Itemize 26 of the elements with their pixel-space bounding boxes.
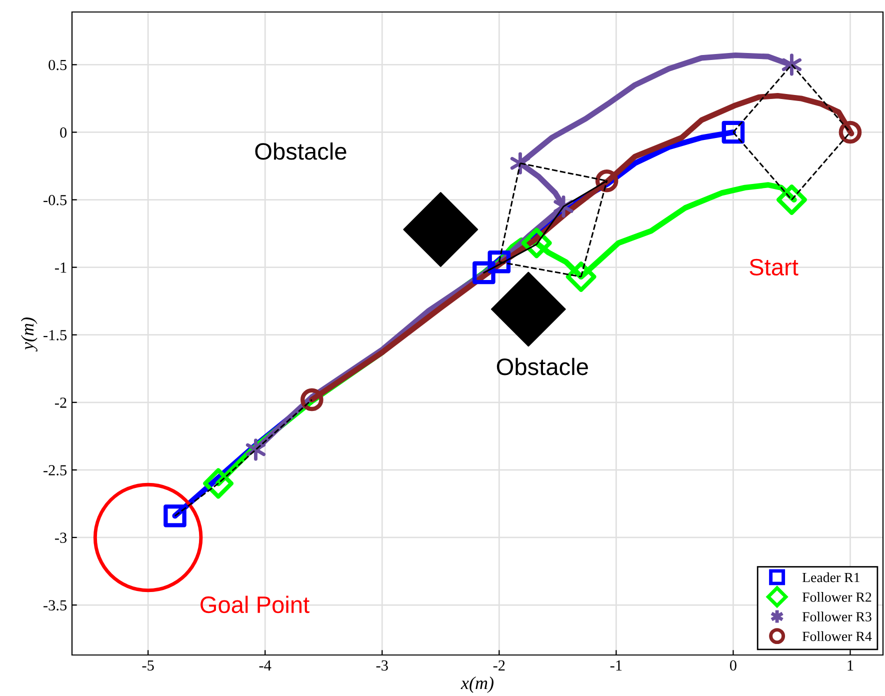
x-tick-label: 0 [730, 660, 736, 671]
legend-label: Follower R4 [802, 631, 872, 642]
annotation: Obstacle [255, 142, 346, 160]
x-axis-title: x(m) [460, 676, 494, 693]
x-tick-label: -3 [376, 660, 388, 671]
annotation: Goal Point [200, 596, 310, 614]
y-tick-label: -3.5 [44, 600, 67, 611]
y-tick-label: -2.5 [44, 465, 67, 476]
x-tick-label: -2 [493, 660, 505, 670]
x-tick-label: -4 [259, 660, 272, 670]
y-tick-label: 0 [60, 127, 67, 138]
y-tick-label: -2 [54, 398, 66, 408]
y-axis-title: y(m) [20, 318, 38, 352]
x-tick-label: -5 [142, 660, 154, 671]
x-tick-label: 1 [848, 660, 854, 670]
x-tick-label: -1 [610, 660, 622, 670]
annotation: Obstacle [496, 358, 588, 376]
legend-label: Follower R3 [802, 612, 872, 622]
y-tick-label: -1.5 [44, 330, 67, 340]
y-tick-label: 0.5 [48, 60, 67, 70]
y-tick-label: -3 [54, 532, 67, 543]
annotation: Start [750, 258, 798, 276]
y-tick-label: -1 [54, 262, 66, 273]
legend-label: Leader R1 [802, 572, 860, 582]
legend-label: Follower R2 [802, 592, 872, 602]
y-tick-label: -0.5 [44, 194, 67, 206]
